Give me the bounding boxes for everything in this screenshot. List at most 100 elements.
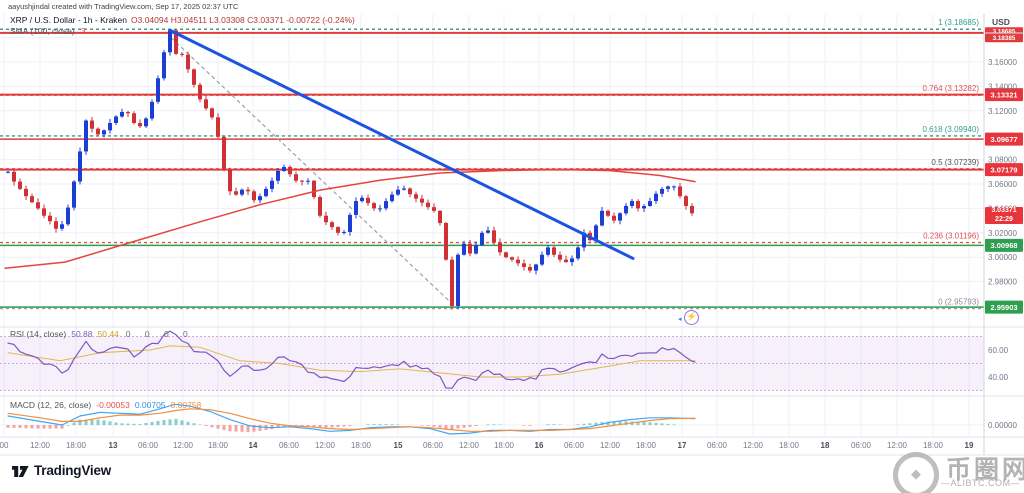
rsi-band-values: 0 0 0 0 — [125, 329, 194, 339]
time-axis-label: 18 — [821, 441, 830, 450]
top-merged-badge — [985, 27, 1023, 43]
top-badge-value-1: 3.18685 — [993, 29, 1016, 36]
current-price: 3.03371 — [991, 207, 1017, 214]
time-axis-label: 12:00 — [887, 441, 908, 450]
ohlc-values: O3.04094 H3.04511 L3.03308 C3.03371 -0.0… — [131, 15, 355, 25]
rsi-axis-label: 60.00 — [988, 346, 1009, 355]
sma-value: 3 — [80, 26, 86, 36]
rsi-legend[interactable]: RSI (14, close) 50.88 50.44 0 0 0 0 — [10, 329, 194, 339]
price-line-badge-text: 3.07179 — [990, 165, 1017, 174]
time-axis-label: 12:00 — [743, 441, 764, 450]
price-line-badge-text: 2.95903 — [990, 303, 1017, 312]
fib-label-1: 1 (3.18685) — [938, 18, 979, 27]
y-axis-label: 3.14000 — [988, 82, 1017, 91]
watermark-site-url: —ALIBTC.COM— — [941, 478, 1021, 488]
time-axis-label: 18:00 — [636, 441, 657, 450]
symbol-title: XRP / U.S. Dollar - 1h - Kraken — [10, 15, 127, 25]
top-badge-value-2: 3.18385 — [993, 35, 1016, 42]
y-axis-label: 3.12000 — [988, 107, 1017, 116]
fib-label-0.236: 0.236 (3.01196) — [923, 232, 979, 241]
watermark-coin-icon: ◆ — [893, 452, 939, 493]
y-axis-label: 3.02000 — [988, 229, 1017, 238]
rsi-axis-label: 40.00 — [988, 373, 1009, 382]
trendline-dashed — [170, 37, 453, 304]
sma-legend[interactable]: SMA (100, close) 3 — [10, 26, 85, 36]
time-axis-label: 18:00 — [351, 441, 372, 450]
time-axis-label: 18:00 — [494, 441, 515, 450]
time-axis-label: 12:00 — [315, 441, 336, 450]
rsi-label: RSI (14, close) — [10, 329, 67, 339]
time-axis-label: 06:00 — [851, 441, 872, 450]
sma-label: SMA (100, close) — [10, 26, 75, 36]
y-axis-label: 3.08000 — [988, 156, 1017, 165]
time-axis-label: 06:00 — [138, 441, 159, 450]
time-axis-label: 18:00 — [923, 441, 944, 450]
arrow-left-icon: ◂ — [678, 316, 682, 323]
time-axis-label: 12:00 — [600, 441, 621, 450]
time-axis-label: 13 — [109, 441, 118, 450]
macd-legend[interactable]: MACD (12, 26, close) -0.00053 0.00705 0.007… — [10, 400, 201, 410]
sma-layer — [4, 168, 696, 269]
time-axis-label: 06:00 — [279, 441, 300, 450]
fib-label-0.5: 0.5 (3.07239) — [931, 158, 979, 167]
fib-label-0.764: 0.764 (3.13282) — [923, 84, 980, 93]
time-axis-label: 14 — [249, 441, 258, 450]
symbol-legend[interactable]: XRP / U.S. Dollar - 1h - Kraken O3.04094 … — [10, 15, 355, 25]
time-axis-label: 17 — [678, 441, 687, 450]
candle-countdown: 22:29 — [995, 215, 1013, 223]
tradingview-logo-icon — [12, 466, 29, 477]
current-price-badge: 3.03371 22:29 — [985, 207, 1023, 224]
attribution-text: aayushjindal created with TradingView.co… — [8, 2, 239, 11]
price-line-badge-text: 3.00968 — [990, 241, 1017, 250]
lightning-badge-icon[interactable]: ⚡ ◂ — [678, 310, 699, 325]
price-line-badge — [985, 88, 1023, 102]
axis-labels: 3.160003.140003.120003.080003.060003.040… — [0, 58, 1017, 450]
tradingview-logo[interactable]: TradingView — [10, 461, 111, 480]
rsi-ma-value: 50.44 — [97, 329, 119, 339]
separators — [0, 14, 1024, 456]
candles-layer — [6, 29, 694, 310]
grid-layer — [0, 14, 984, 437]
time-axis-label: 18:00 — [779, 441, 800, 450]
time-axis-label: 06:00 — [423, 441, 444, 450]
rsi-layer — [7, 330, 696, 389]
macd-line-value: 0.00705 — [134, 400, 166, 410]
time-axis-label: 18:00 — [66, 441, 87, 450]
y-axis-label: 3.06000 — [988, 180, 1017, 189]
price-line-badge — [985, 132, 1023, 146]
price-line-badge — [985, 163, 1023, 177]
sr-lines: 3.13321 3.09677 3.07179 3.00968 2.95903 3.186… — [0, 27, 1023, 314]
trendline-main — [168, 28, 635, 260]
fib-label-0: 0 (2.95793) — [938, 298, 979, 307]
time-axis-label: 06:00 — [564, 441, 585, 450]
y-axis-label: 3.16000 — [988, 58, 1017, 67]
currency-label[interactable]: USD — [992, 17, 1010, 27]
macd-axis-label: 0.00000 — [988, 421, 1017, 430]
y-axis-label: 2.98000 — [988, 278, 1017, 287]
time-axis-label: 12:00 — [173, 441, 194, 450]
tradingview-logo-text: TradingView — [34, 463, 112, 478]
fib-label-0.618: 0.618 (3.09940) — [923, 125, 980, 134]
lightning-glyph: ⚡ — [686, 312, 697, 321]
rsi-value: 50.88 — [71, 329, 93, 339]
watermark-star-glyph: ◆ — [911, 466, 921, 481]
macd-layer — [6, 403, 696, 435]
time-axis-label: 16 — [535, 441, 544, 450]
macd-hist-value: -0.00053 — [96, 400, 130, 410]
time-axis-label: 15 — [394, 441, 403, 450]
time-axis-label: 00 — [0, 441, 9, 450]
sma-line — [4, 168, 696, 269]
time-axis-label: 12:00 — [30, 441, 51, 450]
time-axis-label: 12:00 — [459, 441, 480, 450]
price-line-badge-text: 3.13321 — [990, 90, 1017, 99]
price-line-badge — [985, 238, 1023, 252]
macd-signal-value: 0.00758 — [170, 400, 202, 410]
rsi-band — [0, 336, 984, 391]
time-axis-label: 06:00 — [707, 441, 728, 450]
price-line-badge-text: 3.09677 — [990, 135, 1017, 144]
macd-label: MACD (12, 26, close) — [10, 400, 92, 410]
time-axis-label: 18:00 — [208, 441, 229, 450]
macd-signal-line — [7, 408, 696, 432]
